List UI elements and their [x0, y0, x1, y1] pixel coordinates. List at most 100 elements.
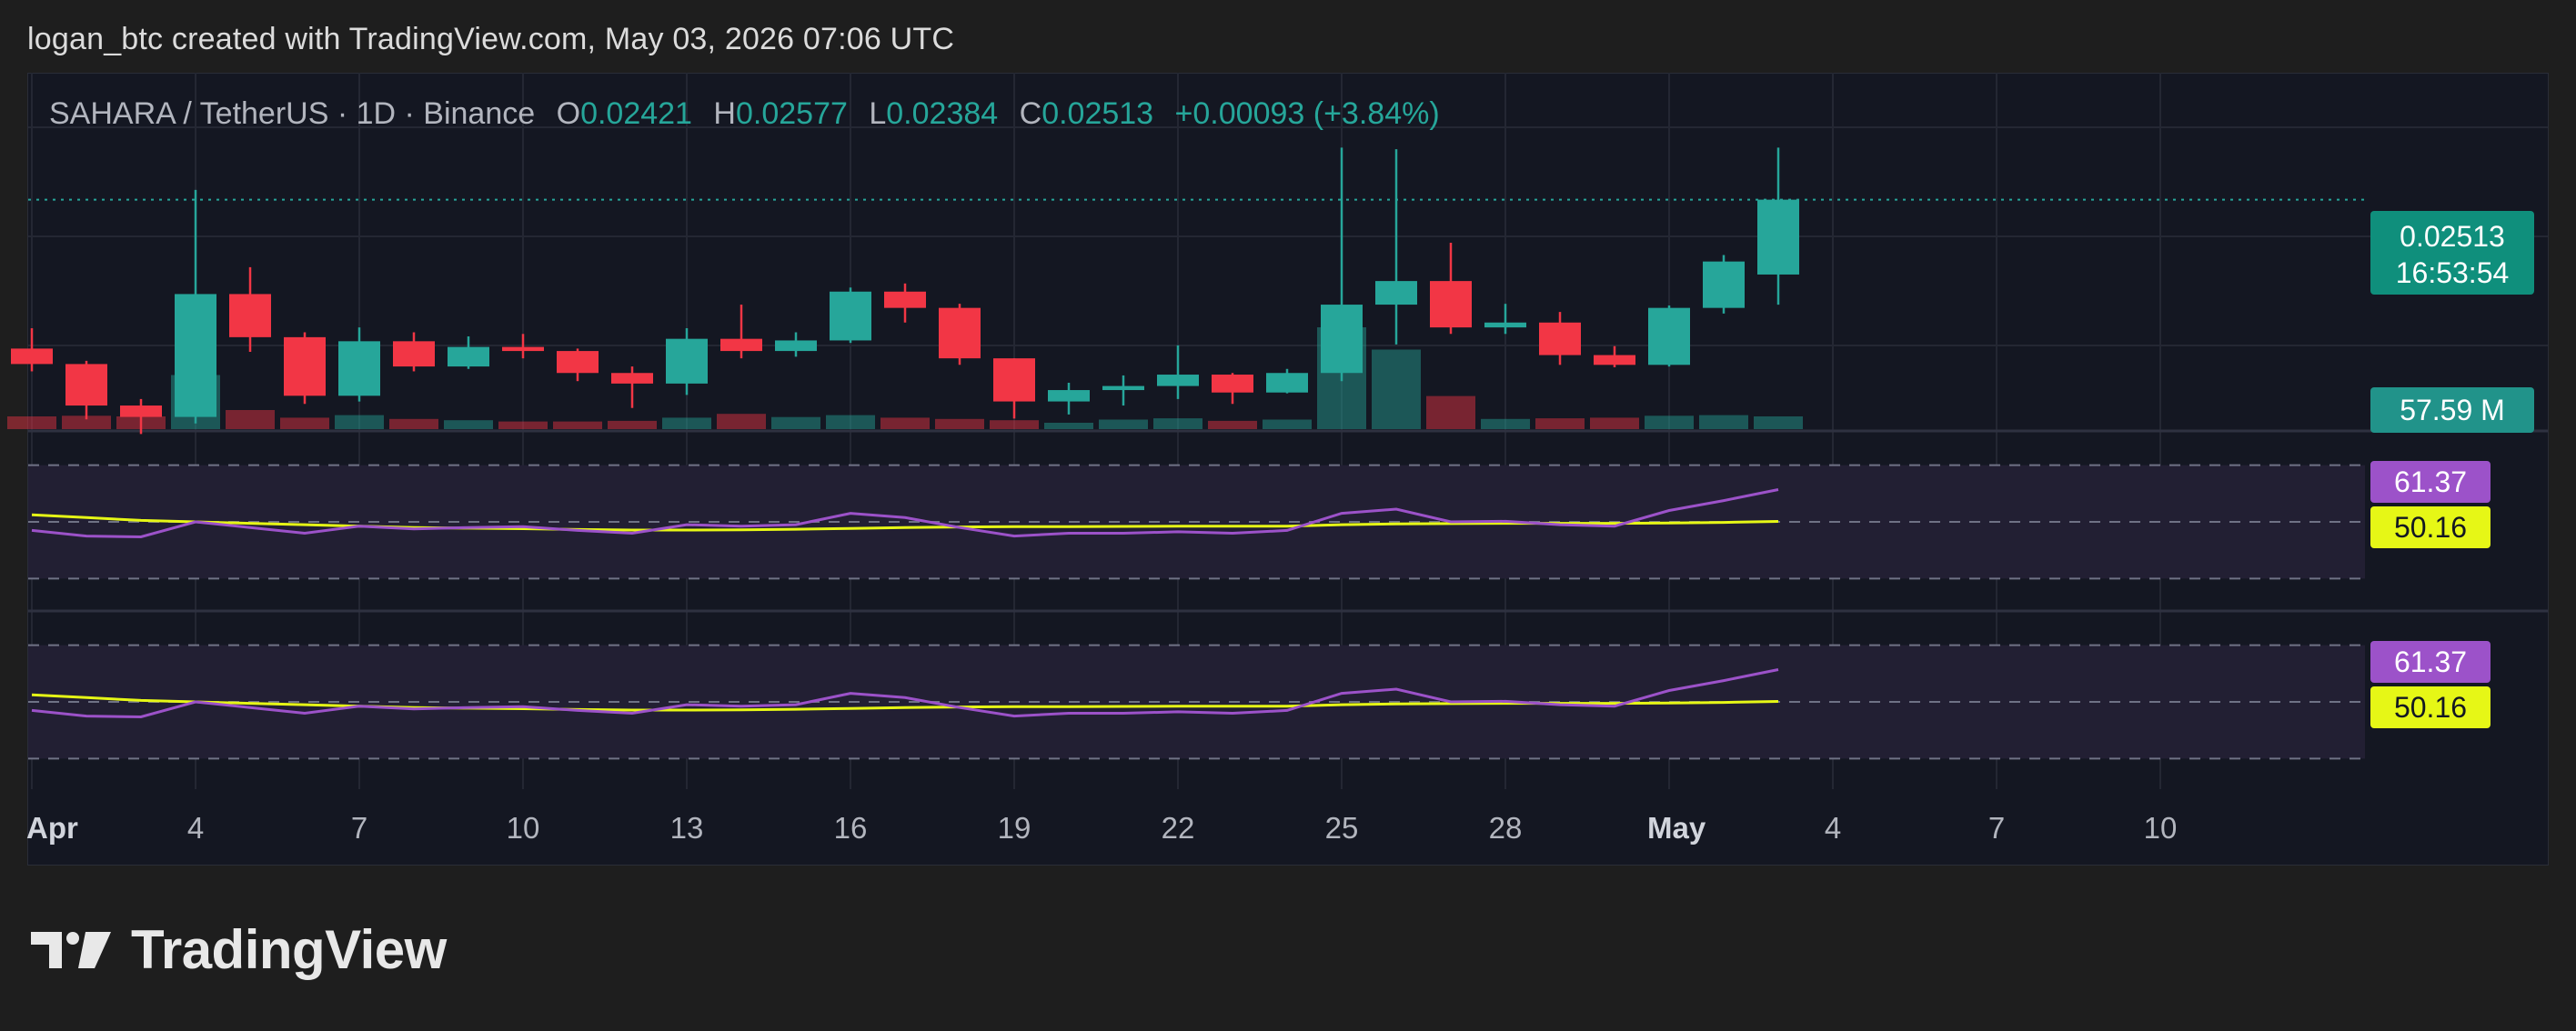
chart-attribution: logan_btc created with TradingView.com, …: [27, 22, 955, 56]
candle-body: [1703, 261, 1745, 308]
legend-high-value: 0.02577: [735, 96, 848, 131]
x-tick-label: 7: [350, 811, 368, 845]
rsi2-ma-value-tag: 50.16: [2370, 686, 2490, 728]
candle-body: [120, 405, 162, 417]
candle-body: [1757, 199, 1799, 275]
volume-bar: [935, 418, 984, 429]
volume-bar: [280, 417, 329, 429]
rsi-line-1: [31, 488, 1779, 539]
volume-bar: [1645, 415, 1694, 429]
candle-body: [775, 340, 817, 352]
legend-symbol: SAHARA / TetherUS · 1D · Binance: [49, 96, 536, 131]
candle-body: [830, 291, 871, 341]
candle-countdown: 16:53:54: [2395, 256, 2510, 289]
candle-body: [993, 358, 1035, 402]
volume-bar: [1481, 418, 1530, 429]
x-tick-label: 7: [1987, 811, 2006, 845]
volume-bar: [226, 410, 275, 429]
volume-bar: [335, 415, 384, 429]
volume-bar: [389, 418, 438, 429]
candle-body: [284, 336, 326, 396]
tradingview-brand[interactable]: TradingView: [31, 918, 447, 981]
x-tick-label: 25: [1324, 811, 1359, 845]
volume-bar: [1699, 415, 1748, 429]
candle-body: [65, 364, 107, 406]
volume-bar: [1263, 419, 1312, 429]
x-tick-label: 10: [506, 811, 540, 845]
candle-body: [720, 338, 762, 352]
candle-body: [338, 341, 380, 396]
candle-body: [502, 346, 544, 352]
candle-body: [1375, 281, 1417, 305]
candle-body: [175, 294, 216, 417]
last-price-value: 0.02513: [2400, 220, 2505, 253]
volume-bar: [498, 421, 548, 429]
x-tick-label: 28: [1488, 811, 1523, 845]
volume-bar: [771, 416, 820, 429]
rsi-ma-value-tag: 50.16: [2370, 506, 2490, 548]
volume-bar: [1099, 419, 1148, 429]
candle-body: [1102, 385, 1144, 391]
rsi2-value-tag: 61.37: [2370, 641, 2490, 683]
candle-body: [1648, 307, 1690, 365]
tradingview-logo-icon: [31, 931, 111, 968]
legend-change-value: +0.00093 (+3.84%): [1174, 96, 1440, 131]
candle-body: [11, 348, 53, 365]
volume-bar: [662, 417, 711, 429]
candle-body: [229, 294, 271, 337]
candle-body: [884, 291, 926, 308]
rsi-ma-line-1: [31, 513, 1779, 532]
candle-body: [1212, 375, 1253, 393]
candle-body: [448, 346, 489, 367]
legend-close-label: C: [1019, 96, 1042, 131]
volume-bar: [1754, 416, 1803, 429]
candle-body: [1266, 373, 1308, 393]
volume-bar: [608, 420, 657, 429]
x-tick-label: 22: [1161, 811, 1195, 845]
rsi-ma-line-2: [31, 693, 1779, 712]
legend-high-label: H: [713, 96, 736, 131]
volume-bar: [7, 416, 56, 429]
volume-bar: [880, 417, 930, 429]
candle-body: [1157, 375, 1199, 386]
x-tick-label: 13: [669, 811, 704, 845]
x-tick-label: Apr: [26, 811, 78, 845]
candle-body: [1539, 322, 1581, 355]
x-tick-label: May: [1647, 811, 1706, 845]
x-tick-label: 4: [186, 811, 205, 845]
volume-tag: 57.59 M: [2370, 387, 2534, 433]
legend-low-value: 0.02384: [886, 96, 999, 131]
candle-body: [939, 307, 981, 359]
legend-low-label: L: [869, 96, 887, 131]
volume-bar: [1535, 418, 1585, 429]
volume-bar: [1372, 349, 1421, 429]
legend-close-value: 0.02513: [1041, 96, 1154, 131]
x-tick-label: 10: [2143, 811, 2178, 845]
candle-body: [1321, 305, 1363, 374]
volume-bar: [62, 415, 111, 429]
candle-body: [393, 341, 435, 367]
volume-bar: [990, 420, 1039, 429]
volume-bar: [1153, 418, 1202, 429]
rsi-value-tag: 61.37: [2370, 461, 2490, 503]
volume-bar: [1426, 395, 1475, 429]
volume-bar: [1208, 420, 1257, 429]
volume-bar: [826, 415, 875, 429]
brand-name: TradingView: [131, 919, 447, 980]
ohlc-legend[interactable]: SAHARA / TetherUS · 1D · Binance O0.0242…: [49, 96, 1440, 132]
volume-bar: [1044, 423, 1093, 429]
x-tick-label: 16: [833, 811, 868, 845]
candle-body: [611, 373, 653, 384]
volume-bar: [444, 420, 493, 429]
legend-open-value: 0.02421: [580, 96, 692, 131]
x-tick-label: 4: [1824, 811, 1842, 845]
candle-body: [1594, 355, 1635, 365]
candle-body: [1048, 390, 1090, 402]
volume-bar: [717, 414, 766, 429]
x-tick-label: 19: [997, 811, 1031, 845]
candle-body: [557, 351, 599, 374]
last-price-tag: 0.02513 16:53:54: [2370, 211, 2534, 295]
candle-body: [1484, 322, 1526, 328]
candle-body: [666, 338, 708, 384]
